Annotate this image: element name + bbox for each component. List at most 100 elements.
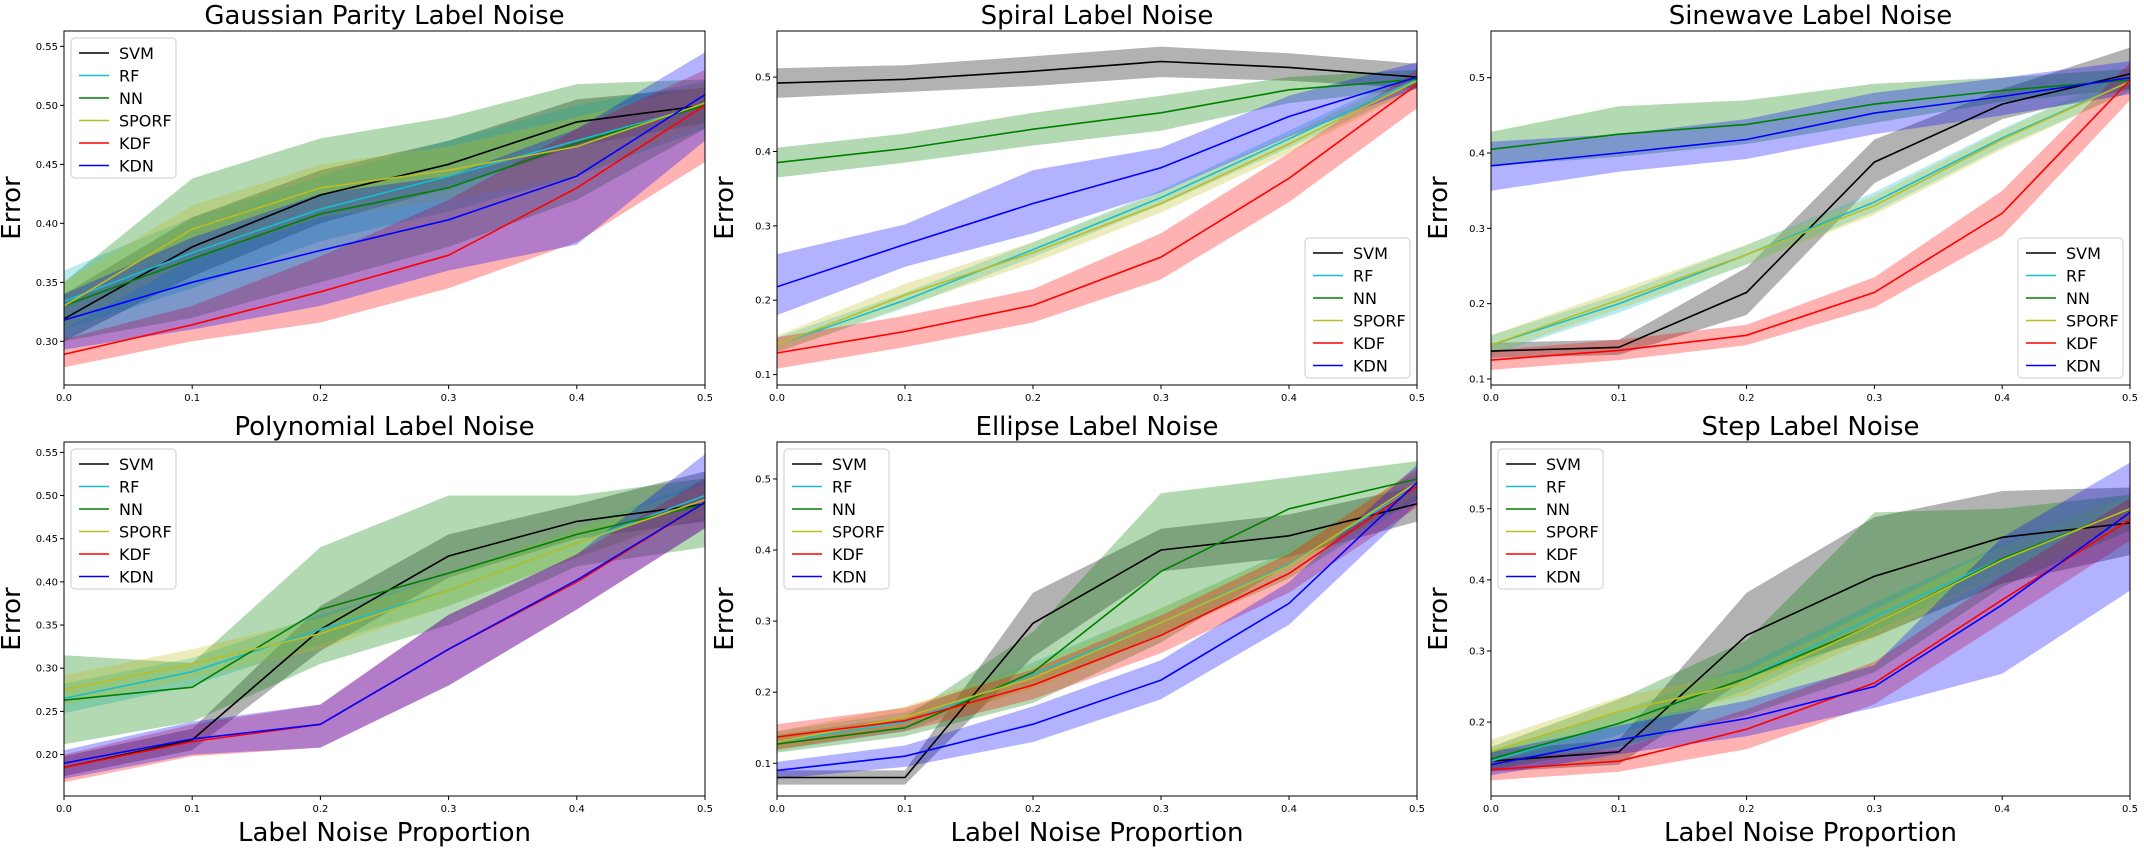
band-svm bbox=[64, 471, 705, 777]
axes-frame bbox=[1490, 441, 2131, 797]
x-tick-label: 0.5 bbox=[2122, 804, 2138, 815]
band-rf bbox=[1491, 494, 2130, 772]
band-kdf bbox=[1491, 498, 2130, 781]
legend-label: KDN bbox=[832, 568, 867, 587]
legend: SVM RF NN SPORF KDF KDN bbox=[783, 448, 890, 590]
x-tick-label: 0.3 bbox=[1153, 804, 1169, 815]
y-tick-label: 0.3 bbox=[755, 617, 771, 628]
x-tick-label: 0.1 bbox=[1611, 804, 1627, 815]
band-rf bbox=[777, 471, 1417, 751]
plot-area bbox=[1491, 47, 2130, 370]
y-tick-label: 0.2 bbox=[1469, 718, 1485, 729]
line-rf bbox=[64, 104, 705, 302]
legend-label: NN bbox=[1353, 289, 1377, 308]
band-svm bbox=[64, 87, 705, 342]
y-tick-label: 0.3 bbox=[1469, 224, 1485, 235]
line-svm bbox=[777, 60, 1417, 84]
x-tick-label: 0.2 bbox=[312, 393, 328, 404]
line-kdf bbox=[777, 83, 1417, 354]
x-tick-label: 0.1 bbox=[1611, 393, 1627, 404]
x-tick-label: 0.3 bbox=[1153, 393, 1169, 404]
y-axis-label: Error bbox=[0, 587, 27, 651]
axes-frame bbox=[63, 30, 706, 386]
legend-label: RF bbox=[1353, 267, 1373, 286]
legend-label: SPORF bbox=[2066, 312, 2119, 331]
y-tick-label: 0.5 bbox=[755, 474, 771, 485]
line-kdn bbox=[64, 94, 705, 321]
band-kdn bbox=[777, 62, 1417, 316]
y-tick-label: 0.25 bbox=[36, 707, 58, 718]
band-svm bbox=[1491, 47, 2130, 358]
band-kdn bbox=[777, 464, 1417, 779]
chart-title: Polynomial Label Noise bbox=[234, 412, 534, 442]
legend-label: KDN bbox=[2066, 357, 2101, 376]
band-nn bbox=[777, 461, 1417, 753]
band-nn bbox=[64, 79, 705, 342]
x-tick-label: 0.0 bbox=[769, 393, 785, 404]
legend-label: SVM bbox=[119, 455, 154, 474]
line-svm bbox=[777, 503, 1417, 779]
chart-sinewave-label-noise: Sinewave Label Noise Error 0.0 0.1 0.2 0.3 0.4… bbox=[1424, 1, 2138, 404]
y-tick-label: 0.20 bbox=[36, 750, 58, 761]
band-sporf bbox=[1491, 494, 2130, 765]
y-tick-label: 0.1 bbox=[755, 370, 771, 381]
x-tick-label: 0.5 bbox=[697, 393, 713, 404]
legend-label: NN bbox=[119, 500, 143, 519]
line-svm bbox=[64, 503, 705, 769]
line-kdn bbox=[1491, 511, 2130, 766]
x-tick-label: 0.1 bbox=[184, 804, 200, 815]
y-axis-label: Error bbox=[1424, 587, 1454, 651]
y-tick-label: 0.1 bbox=[1469, 374, 1485, 385]
x-tick-label: 0.3 bbox=[1866, 393, 1882, 404]
legend-label: SPORF bbox=[1546, 523, 1599, 542]
y-axis-label: Error bbox=[710, 587, 740, 651]
line-nn bbox=[777, 78, 1417, 164]
y-tick-label: 0.30 bbox=[36, 337, 58, 348]
axes-frame bbox=[63, 441, 706, 797]
y-tick-label: 0.45 bbox=[36, 160, 58, 171]
x-tick-label: 0.4 bbox=[1994, 804, 2010, 815]
chart-polynomial-label-noise: Polynomial Label Noise Error Label Noise P… bbox=[0, 412, 713, 848]
x-tick-label: 0.1 bbox=[184, 393, 200, 404]
line-sporf bbox=[64, 102, 705, 307]
x-tick-label: 0.2 bbox=[312, 804, 328, 815]
y-tick-label: 0.4 bbox=[1469, 149, 1485, 160]
legend-label: SVM bbox=[119, 44, 154, 63]
x-tick-label: 0.4 bbox=[569, 804, 585, 815]
x-tick-label: 0.0 bbox=[56, 804, 72, 815]
legend: SVM RF NN SPORF KDF KDN bbox=[1304, 237, 1411, 379]
x-tick-label: 0.4 bbox=[569, 393, 585, 404]
y-tick-label: 0.55 bbox=[36, 42, 58, 53]
chart-title: Gaussian Parity Label Noise bbox=[204, 1, 564, 31]
line-kdf bbox=[1491, 79, 2130, 361]
x-tick-label: 0.5 bbox=[697, 804, 713, 815]
legend-label: SPORF bbox=[1353, 312, 1406, 331]
chart-title: Sinewave Label Noise bbox=[1669, 1, 1953, 31]
x-tick-label: 0.0 bbox=[1483, 804, 1499, 815]
line-sporf bbox=[64, 499, 705, 691]
legend-label: SPORF bbox=[119, 112, 172, 131]
line-kdf bbox=[1491, 518, 2130, 771]
y-axis-label: Error bbox=[710, 176, 740, 240]
legend: SVM RF NN SPORF KDF KDN bbox=[2017, 237, 2124, 379]
x-tick-label: 0.4 bbox=[1281, 804, 1297, 815]
y-axis-label: Error bbox=[1424, 176, 1454, 240]
legend-label: RF bbox=[2066, 267, 2086, 286]
y-tick-label: 0.30 bbox=[36, 664, 58, 675]
line-kdf bbox=[777, 485, 1417, 738]
y-tick-label: 0.4 bbox=[755, 147, 771, 158]
legend-label: NN bbox=[2066, 289, 2090, 308]
band-rf bbox=[64, 480, 705, 714]
y-tick-label: 0.2 bbox=[755, 688, 771, 699]
y-tick-label: 0.5 bbox=[755, 73, 771, 84]
chart-spiral-label-noise: Spiral Label Noise Error 0.0 0.1 0.2 0.3 0.4 0.… bbox=[710, 1, 1425, 404]
legend-label: NN bbox=[832, 500, 856, 519]
x-tick-label: 0.5 bbox=[1409, 393, 1425, 404]
legend-label: KDF bbox=[1353, 334, 1385, 353]
legend-label: KDF bbox=[119, 134, 151, 153]
plot-area bbox=[1491, 462, 2130, 781]
y-tick-label: 0.35 bbox=[36, 278, 58, 289]
y-tick-label: 0.50 bbox=[36, 491, 58, 502]
line-nn bbox=[64, 503, 705, 701]
y-tick-label: 0.40 bbox=[36, 219, 58, 230]
